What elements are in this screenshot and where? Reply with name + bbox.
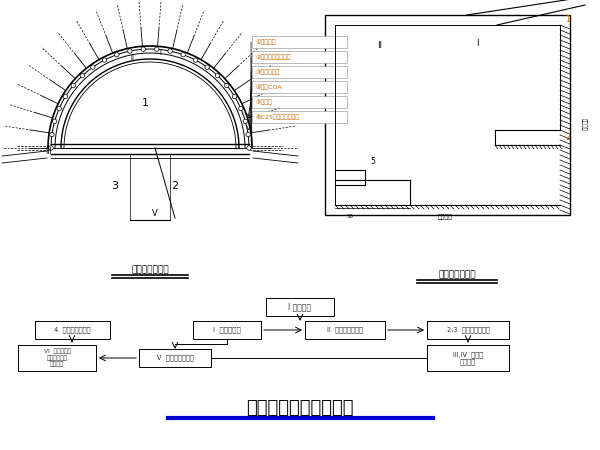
Text: 3: 3 <box>112 181 119 191</box>
Bar <box>325 15 570 215</box>
Bar <box>18 345 96 371</box>
Text: I  上台阶开挖: I 上台阶开挖 <box>213 327 241 333</box>
Text: II  上台阶初期支护: II 上台阶初期支护 <box>327 327 363 333</box>
Text: I: I <box>476 39 478 48</box>
Bar <box>252 66 347 78</box>
Circle shape <box>57 106 61 111</box>
Text: I 超前支护: I 超前支护 <box>289 302 311 311</box>
Text: 纵向施工示意图: 纵向施工示意图 <box>438 270 476 279</box>
Text: III,IV  下台阶
初期支护: III,IV 下台阶 初期支护 <box>453 351 483 365</box>
Circle shape <box>63 94 68 99</box>
Text: V: V <box>152 208 158 217</box>
Text: ④防水COA: ④防水COA <box>255 84 281 90</box>
Text: 2: 2 <box>172 181 179 191</box>
Circle shape <box>102 58 107 62</box>
Bar <box>193 321 261 339</box>
Circle shape <box>181 53 185 57</box>
Circle shape <box>141 47 145 51</box>
Bar <box>252 96 347 108</box>
Circle shape <box>247 146 251 150</box>
Text: VI  模筑防水层
铺挂模筋防水
二次衬砌: VI 模筑防水层 铺挂模筋防水 二次衬砌 <box>44 349 71 367</box>
Circle shape <box>232 94 237 99</box>
Circle shape <box>50 132 54 137</box>
Text: ②系统锚杆初期支护: ②系统锚杆初期支护 <box>255 54 290 60</box>
Bar <box>35 321 110 339</box>
Text: 2: 2 <box>565 134 570 143</box>
Circle shape <box>49 146 53 150</box>
Text: ③钢格栅支护: ③钢格栅支护 <box>255 69 280 75</box>
Text: V  仰拱及垫层施工: V 仰拱及垫层施工 <box>157 355 193 361</box>
Circle shape <box>128 49 132 53</box>
Text: 1: 1 <box>565 15 570 24</box>
Bar <box>252 81 347 93</box>
Text: 1: 1 <box>142 98 149 108</box>
Text: VI: VI <box>246 125 253 131</box>
Circle shape <box>193 58 198 62</box>
Circle shape <box>243 119 248 123</box>
Circle shape <box>52 119 57 123</box>
Bar <box>427 321 509 339</box>
Text: 50: 50 <box>347 214 353 219</box>
Circle shape <box>71 83 76 88</box>
Text: 5: 5 <box>370 158 375 166</box>
Text: ⑤防水板: ⑤防水板 <box>255 99 272 105</box>
Text: II: II <box>377 40 383 50</box>
Bar <box>427 345 509 371</box>
Circle shape <box>205 65 209 69</box>
Circle shape <box>224 83 229 88</box>
Text: 路面标志: 路面标志 <box>437 214 452 220</box>
Text: 衬砌壁厚: 衬砌壁厚 <box>581 118 587 131</box>
Bar <box>305 321 385 339</box>
Circle shape <box>115 53 119 57</box>
Text: ⑥C25防水混凝土衬砌: ⑥C25防水混凝土衬砌 <box>255 114 299 120</box>
Circle shape <box>91 65 95 69</box>
Circle shape <box>155 47 159 51</box>
Bar <box>139 349 211 367</box>
Circle shape <box>215 73 220 78</box>
Text: II: II <box>130 55 134 61</box>
Circle shape <box>246 132 250 137</box>
Bar <box>252 36 347 48</box>
Text: 4  沉降观测及规化: 4 沉降观测及规化 <box>54 327 90 333</box>
Circle shape <box>168 49 172 53</box>
Text: ①超前支护: ①超前支护 <box>255 39 275 45</box>
Bar <box>252 111 347 123</box>
Text: 台阶法施工方案示意图: 台阶法施工方案示意图 <box>246 399 354 417</box>
Text: III: III <box>45 148 52 157</box>
Circle shape <box>239 106 243 111</box>
Bar <box>252 51 347 63</box>
Text: I: I <box>159 50 161 56</box>
Circle shape <box>80 73 85 78</box>
Bar <box>266 298 334 316</box>
Text: 横向施工示意图: 横向施工示意图 <box>131 266 169 274</box>
Text: 2.3  下台阶施工开挖: 2.3 下台阶施工开挖 <box>446 327 490 333</box>
